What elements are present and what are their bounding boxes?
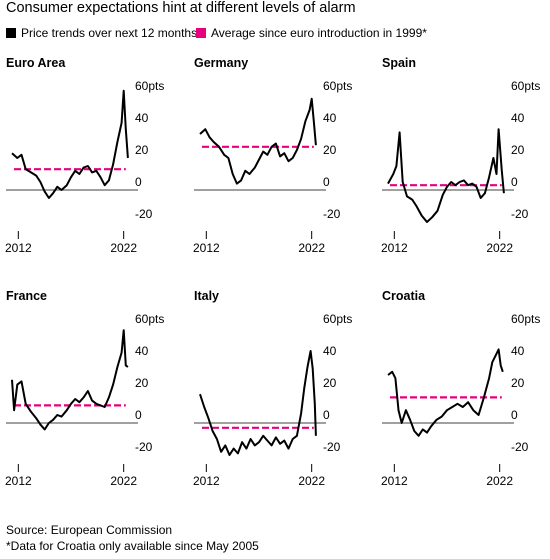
legend-average-swatch bbox=[196, 28, 206, 38]
y-tick-label: 40 bbox=[323, 344, 337, 358]
price-series-line bbox=[199, 97, 317, 185]
y-tick-label: 20 bbox=[323, 143, 337, 157]
y-tick-label: 60pts bbox=[323, 79, 352, 93]
panel-title: Croatia bbox=[382, 289, 426, 303]
x-tick-label: 2022 bbox=[110, 474, 137, 488]
legend-price-label: Price trends over next 12 months bbox=[21, 26, 198, 40]
footnote: *Data for Croatia only available since M… bbox=[6, 539, 259, 553]
x-tick-label: 2012 bbox=[193, 474, 220, 488]
y-tick-label: 0 bbox=[511, 175, 518, 189]
y-tick-label: -20 bbox=[135, 440, 153, 454]
panel-title: Italy bbox=[194, 289, 220, 303]
y-tick-label: 0 bbox=[511, 408, 518, 422]
y-tick-label: 0 bbox=[323, 175, 330, 189]
chart-title: Consumer expectations hint at different … bbox=[6, 0, 356, 16]
x-tick-label: 2022 bbox=[298, 241, 325, 255]
y-tick-label: 60pts bbox=[511, 79, 540, 93]
y-tick-label: 60pts bbox=[135, 312, 164, 326]
panel-chart: -20 0 20 40 60pts 2012 2022 bbox=[381, 312, 540, 488]
panel-france: France -20 0 20 40 60pts 2012 2022 bbox=[5, 289, 181, 514]
y-tick-label: 0 bbox=[323, 408, 330, 422]
panel-title: France bbox=[6, 289, 47, 303]
y-tick-label: 40 bbox=[135, 344, 149, 358]
panel-title: Germany bbox=[194, 56, 249, 70]
legend-average: Average since euro introduction in 1999* bbox=[196, 26, 427, 40]
legend-price: Price trends over next 12 months bbox=[6, 26, 197, 40]
x-tick-label: 2022 bbox=[298, 474, 325, 488]
price-series-line bbox=[11, 89, 129, 199]
source-note: Source: European Commission bbox=[6, 523, 173, 537]
price-series-line bbox=[11, 329, 129, 431]
panel-chart: -20 0 20 40 60pts 2012 2022 bbox=[5, 312, 164, 488]
panel-italy: Italy -20 0 20 40 60pts 2012 2022 bbox=[193, 289, 369, 514]
y-tick-label: 40 bbox=[135, 111, 149, 125]
y-tick-label: 20 bbox=[511, 376, 525, 390]
legend-average-label: Average since euro introduction in 1999* bbox=[211, 26, 427, 40]
panel-croatia: Croatia -20 0 20 40 60pts 2012 2022 bbox=[381, 289, 550, 514]
panel-title: Spain bbox=[382, 56, 417, 70]
y-tick-label: 20 bbox=[511, 143, 525, 157]
panel-spain: Spain -20 0 20 40 60pts 2012 2022 bbox=[381, 56, 550, 281]
y-tick-label: 60pts bbox=[511, 312, 540, 326]
x-tick-label: 2012 bbox=[5, 474, 32, 488]
x-tick-label: 2012 bbox=[381, 474, 408, 488]
y-tick-label: 20 bbox=[135, 143, 149, 157]
panel-title: Euro Area bbox=[6, 56, 66, 70]
y-tick-label: -20 bbox=[323, 440, 341, 454]
x-tick-label: 2012 bbox=[381, 241, 408, 255]
y-tick-label: -20 bbox=[511, 207, 529, 221]
y-tick-label: 60pts bbox=[323, 312, 352, 326]
panel-germany: Germany -20 0 20 40 60pts 2012 2022 bbox=[193, 56, 369, 281]
y-tick-label: 20 bbox=[135, 376, 149, 390]
y-tick-label: 40 bbox=[323, 111, 337, 125]
price-series-line bbox=[387, 128, 505, 223]
y-tick-label: 0 bbox=[135, 408, 142, 422]
panel-chart: -20 0 20 40 60pts 2012 2022 bbox=[193, 312, 352, 488]
y-tick-label: 20 bbox=[323, 376, 337, 390]
price-series-line bbox=[387, 348, 504, 437]
panel-euro-area: Euro Area -20 0 20 40 60pts 2012 2022 bbox=[5, 56, 181, 281]
panel-chart: -20 0 20 40 60pts 2012 2022 bbox=[381, 79, 540, 255]
panel-chart: -20 0 20 40 60pts 2012 2022 bbox=[5, 79, 164, 255]
x-tick-label: 2022 bbox=[110, 241, 137, 255]
panel-chart: -20 0 20 40 60pts 2012 2022 bbox=[193, 79, 352, 255]
legend-price-swatch bbox=[6, 28, 16, 38]
y-tick-label: 40 bbox=[511, 344, 525, 358]
x-tick-label: 2022 bbox=[486, 241, 513, 255]
x-tick-label: 2022 bbox=[486, 474, 513, 488]
y-tick-label: 40 bbox=[511, 111, 525, 125]
y-tick-label: -20 bbox=[511, 440, 529, 454]
x-tick-label: 2012 bbox=[5, 241, 32, 255]
y-tick-label: -20 bbox=[135, 207, 153, 221]
y-tick-label: 0 bbox=[135, 175, 142, 189]
y-tick-label: -20 bbox=[323, 207, 341, 221]
y-tick-label: 60pts bbox=[135, 79, 164, 93]
price-series-line bbox=[199, 350, 317, 456]
x-tick-label: 2012 bbox=[193, 241, 220, 255]
